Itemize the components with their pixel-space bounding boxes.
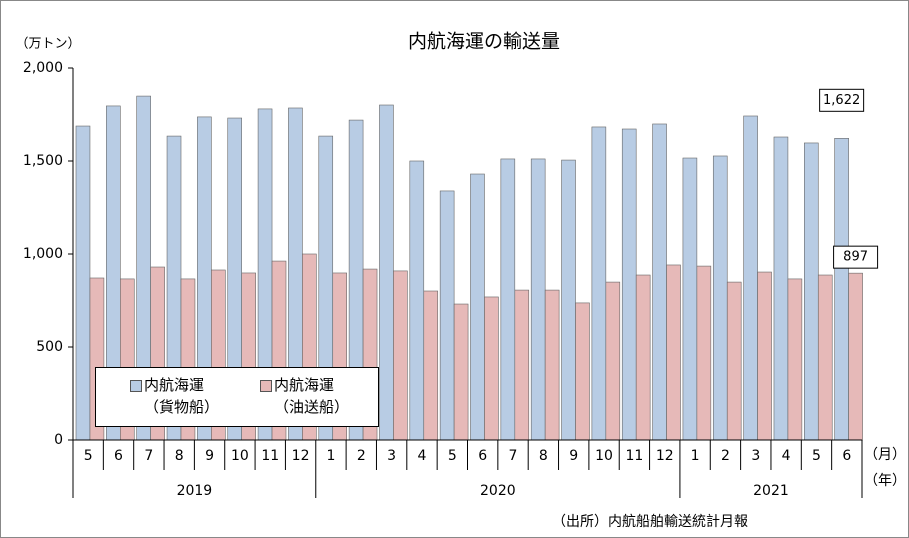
x-tick-label: 12 xyxy=(656,448,674,464)
x-tick-label: 5 xyxy=(448,448,457,464)
x-tick-label: 7 xyxy=(509,448,518,464)
x-tick-label: 9 xyxy=(205,448,214,464)
x-tick-label: 4 xyxy=(782,448,791,464)
legend-label: 内航海運 （油送船） xyxy=(274,376,350,416)
x-unit-month: （月） xyxy=(864,447,906,463)
legend-swatch xyxy=(130,380,142,392)
bar xyxy=(484,296,499,441)
y-unit: （万トン） xyxy=(15,37,80,52)
bar xyxy=(470,173,485,441)
x-tick-label: 4 xyxy=(418,448,427,464)
x-tick-label: 5 xyxy=(84,448,93,464)
bar xyxy=(682,157,698,441)
x-tick-label: 3 xyxy=(751,448,760,464)
legend-label: 内航海運 （貨物船） xyxy=(144,376,220,416)
x-tick-label: 7 xyxy=(144,448,153,464)
source: （出所）内航船舶輸送統計月報 xyxy=(552,514,748,530)
legend-swatch xyxy=(260,380,272,392)
bar xyxy=(834,138,849,441)
bar xyxy=(393,270,408,441)
bar xyxy=(787,278,803,441)
x-tick-label: 6 xyxy=(114,448,123,464)
bar xyxy=(848,272,863,441)
y-tick-label: 0 xyxy=(54,432,63,448)
bar xyxy=(666,264,681,441)
bar xyxy=(621,128,637,441)
x-tick-label: 11 xyxy=(625,448,643,464)
value-label-box xyxy=(819,88,865,112)
x-tick-label: 10 xyxy=(595,448,613,464)
bar xyxy=(804,142,819,441)
x-tick-label: 1 xyxy=(691,448,700,464)
x-tick-label: 11 xyxy=(261,448,279,464)
bar xyxy=(530,158,546,441)
bar xyxy=(635,274,651,441)
x-tick-label: 12 xyxy=(292,448,310,464)
x-tick-label: 3 xyxy=(387,448,396,464)
bar xyxy=(773,136,789,441)
bar xyxy=(652,123,667,441)
x-tick-label: 10 xyxy=(231,448,249,464)
bar xyxy=(605,281,621,441)
chart-title: 内航海運の輸送量 xyxy=(408,31,560,53)
x-tick-label: 9 xyxy=(569,448,578,464)
x-tick-label: 1 xyxy=(326,448,335,464)
x-tick-label: 2 xyxy=(357,448,366,464)
value-label: 897 xyxy=(843,250,868,265)
bar xyxy=(591,126,607,441)
bar xyxy=(75,125,91,441)
x-tick-label: 2 xyxy=(721,448,730,464)
bar xyxy=(439,190,455,441)
bar xyxy=(743,115,758,441)
year-label: 2021 xyxy=(753,483,789,499)
year-label: 2020 xyxy=(480,483,516,499)
x-tick-label: 8 xyxy=(539,448,548,464)
x-tick-label: 5 xyxy=(812,448,821,464)
bar xyxy=(712,155,728,441)
bar xyxy=(757,271,772,441)
x-tick-label: 6 xyxy=(842,448,851,464)
y-tick-label: 1,000 xyxy=(23,246,63,262)
bar xyxy=(575,302,590,441)
x-tick-label: 6 xyxy=(478,448,487,464)
y-tick-label: 2,000 xyxy=(23,60,63,76)
x-tick-label: 8 xyxy=(175,448,184,464)
bar xyxy=(544,289,560,441)
bar xyxy=(561,159,576,441)
y-tick-label: 1,500 xyxy=(23,153,63,169)
bar xyxy=(409,160,425,441)
bar xyxy=(379,104,394,441)
y-tick-label: 500 xyxy=(36,339,63,355)
bar xyxy=(696,265,712,441)
year-label: 2019 xyxy=(177,483,213,499)
bar xyxy=(726,281,742,441)
x-unit-year: （年） xyxy=(864,473,906,489)
bar xyxy=(817,274,833,441)
bar xyxy=(500,158,516,441)
legend: 内航海運 （貨物船） 内航海運 （油送船） xyxy=(95,367,379,427)
bar xyxy=(423,290,439,441)
value-label: 1,622 xyxy=(823,93,860,108)
value-label-box xyxy=(833,245,879,269)
bar xyxy=(514,289,530,441)
bar xyxy=(453,303,469,441)
